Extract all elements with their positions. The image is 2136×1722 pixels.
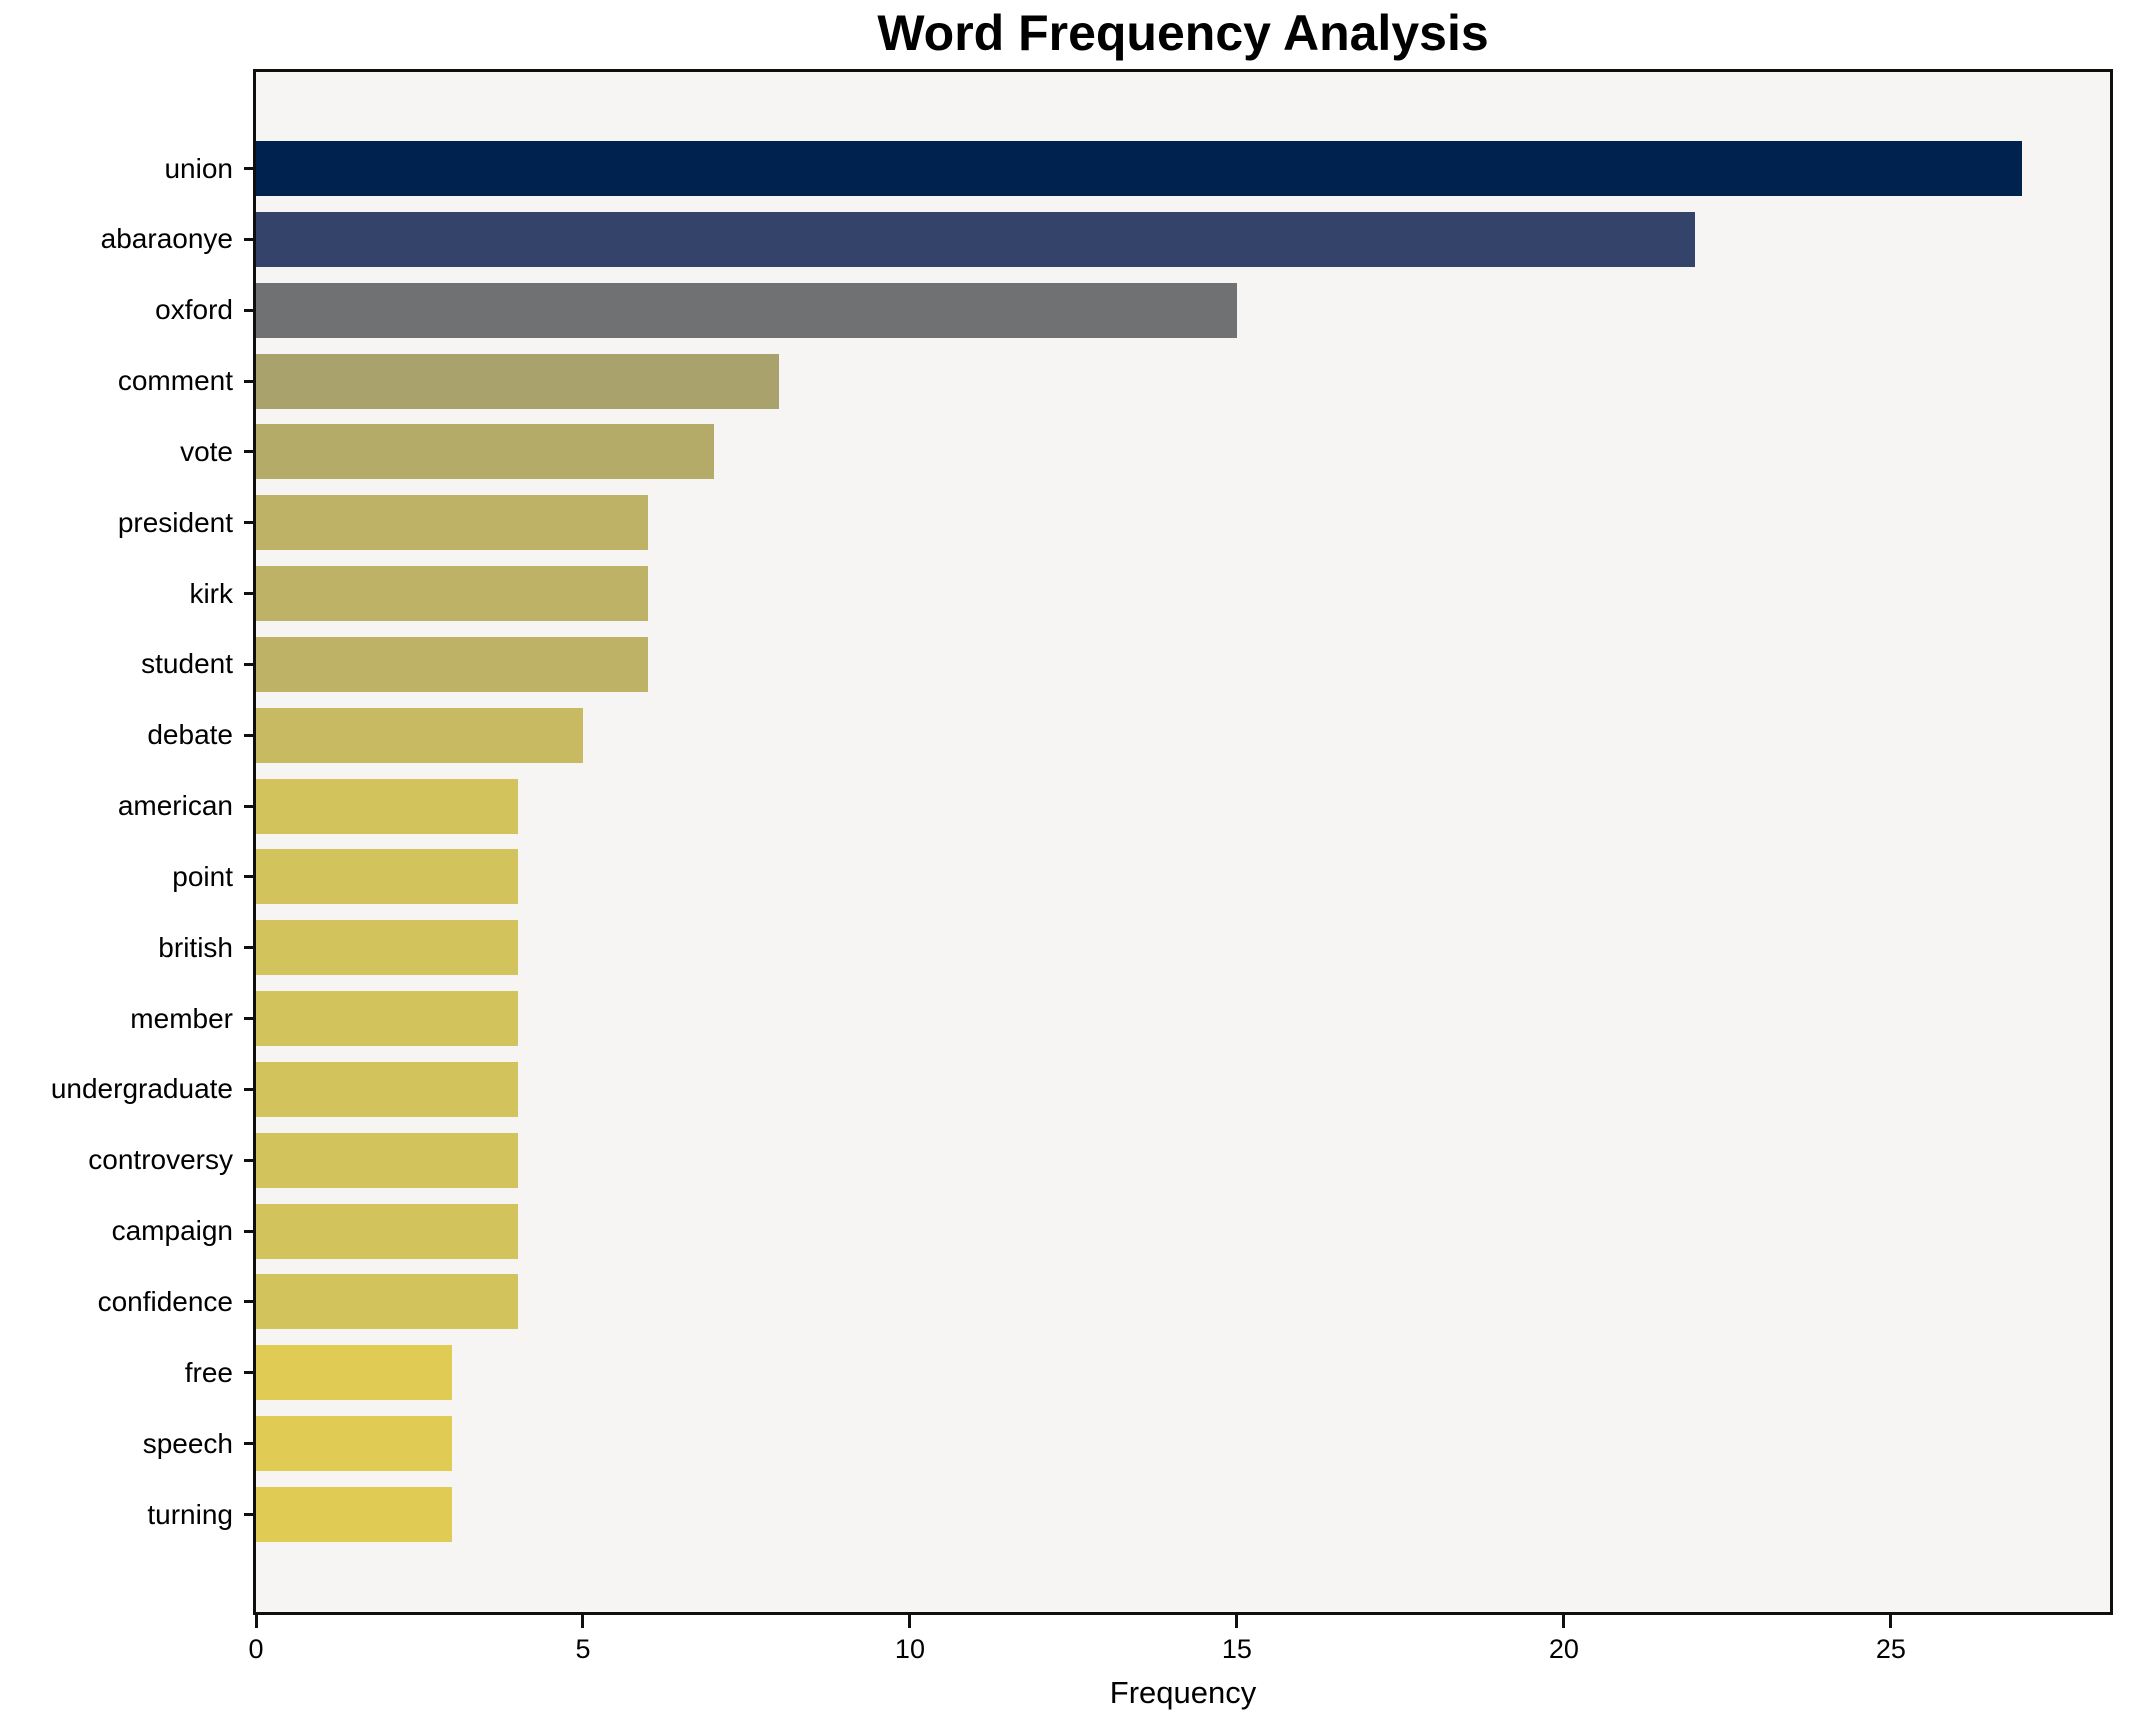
bar-president [256,495,649,551]
y-tick-label: undergraduate [50,1073,233,1105]
y-tick-label: campaign [111,1215,233,1247]
y-tick-mark [244,733,256,737]
y-tick-label: speech [142,1427,233,1459]
y-tick-mark [244,1017,256,1021]
bar-turning [256,1487,453,1542]
x-tick-mark [254,1615,258,1628]
y-tick-label: british [158,931,233,963]
bar-student [256,636,649,692]
bar-debate [256,707,583,763]
bar-speech [256,1416,453,1472]
y-tick-label: union [164,152,233,184]
y-tick-mark [244,1371,256,1375]
bar-abaraonye [256,211,1695,267]
y-tick-mark [244,450,256,454]
x-axis-title: Frequency [1109,1675,1257,1710]
y-tick-label: controversy [88,1144,233,1176]
x-tick-mark [1889,1615,1893,1628]
y-tick-label: oxford [155,294,233,326]
y-tick-mark [244,804,256,808]
x-tick-label: 25 [1875,1634,1906,1664]
bar-campaign [256,1203,518,1259]
bar-oxford [256,282,1237,338]
x-tick-mark [1235,1615,1239,1628]
y-tick-mark [244,167,256,170]
y-tick-mark [244,1087,256,1091]
y-tick-mark [244,1158,256,1162]
x-tick-label: 15 [1221,1634,1252,1664]
y-tick-label: american [117,790,233,822]
y-tick-label: student [141,648,233,680]
y-tick-label: abaraonye [100,223,233,255]
x-tick-label: 5 [575,1634,591,1664]
y-tick-mark [244,1229,256,1233]
y-tick-label: member [130,1002,233,1034]
bar-point [256,849,518,905]
y-tick-mark [244,1513,256,1516]
y-tick-label: comment [117,365,233,397]
y-tick-label: vote [180,435,233,467]
bar-union [256,141,2022,196]
y-tick-mark [244,946,256,950]
bar-comment [256,353,780,409]
bar-vote [256,424,714,480]
bar-member [256,991,518,1047]
y-tick-label: kirk [189,577,233,609]
bar-confidence [256,1274,518,1330]
bar-american [256,778,518,834]
y-tick-label: president [117,506,233,538]
y-tick-mark [244,379,256,383]
bar-controversy [256,1132,518,1188]
bar-free [256,1345,453,1401]
y-tick-mark [244,592,256,596]
y-tick-mark [244,875,256,879]
y-tick-label: free [184,1356,233,1388]
y-tick-label: point [172,860,233,892]
x-tick-mark [581,1615,585,1628]
x-tick-label: 10 [894,1634,925,1664]
bar-undergraduate [256,1061,518,1117]
y-tick-mark [244,308,256,312]
y-tick-label: turning [147,1498,233,1530]
y-tick-mark [244,237,256,241]
y-tick-label: confidence [97,1285,233,1317]
bar-kirk [256,566,649,622]
x-tick-mark [1562,1615,1566,1628]
y-tick-mark [244,521,256,525]
y-tick-mark [244,662,256,666]
plot-area [256,72,2110,1612]
y-tick-mark [244,1300,256,1304]
y-tick-label: debate [147,719,233,751]
x-tick-label: 20 [1548,1634,1579,1664]
bar-british [256,920,518,976]
y-tick-mark [244,1442,256,1446]
x-tick-mark [908,1615,912,1628]
chart-title: Word Frequency Analysis [877,5,1489,61]
x-tick-label: 0 [248,1634,264,1664]
